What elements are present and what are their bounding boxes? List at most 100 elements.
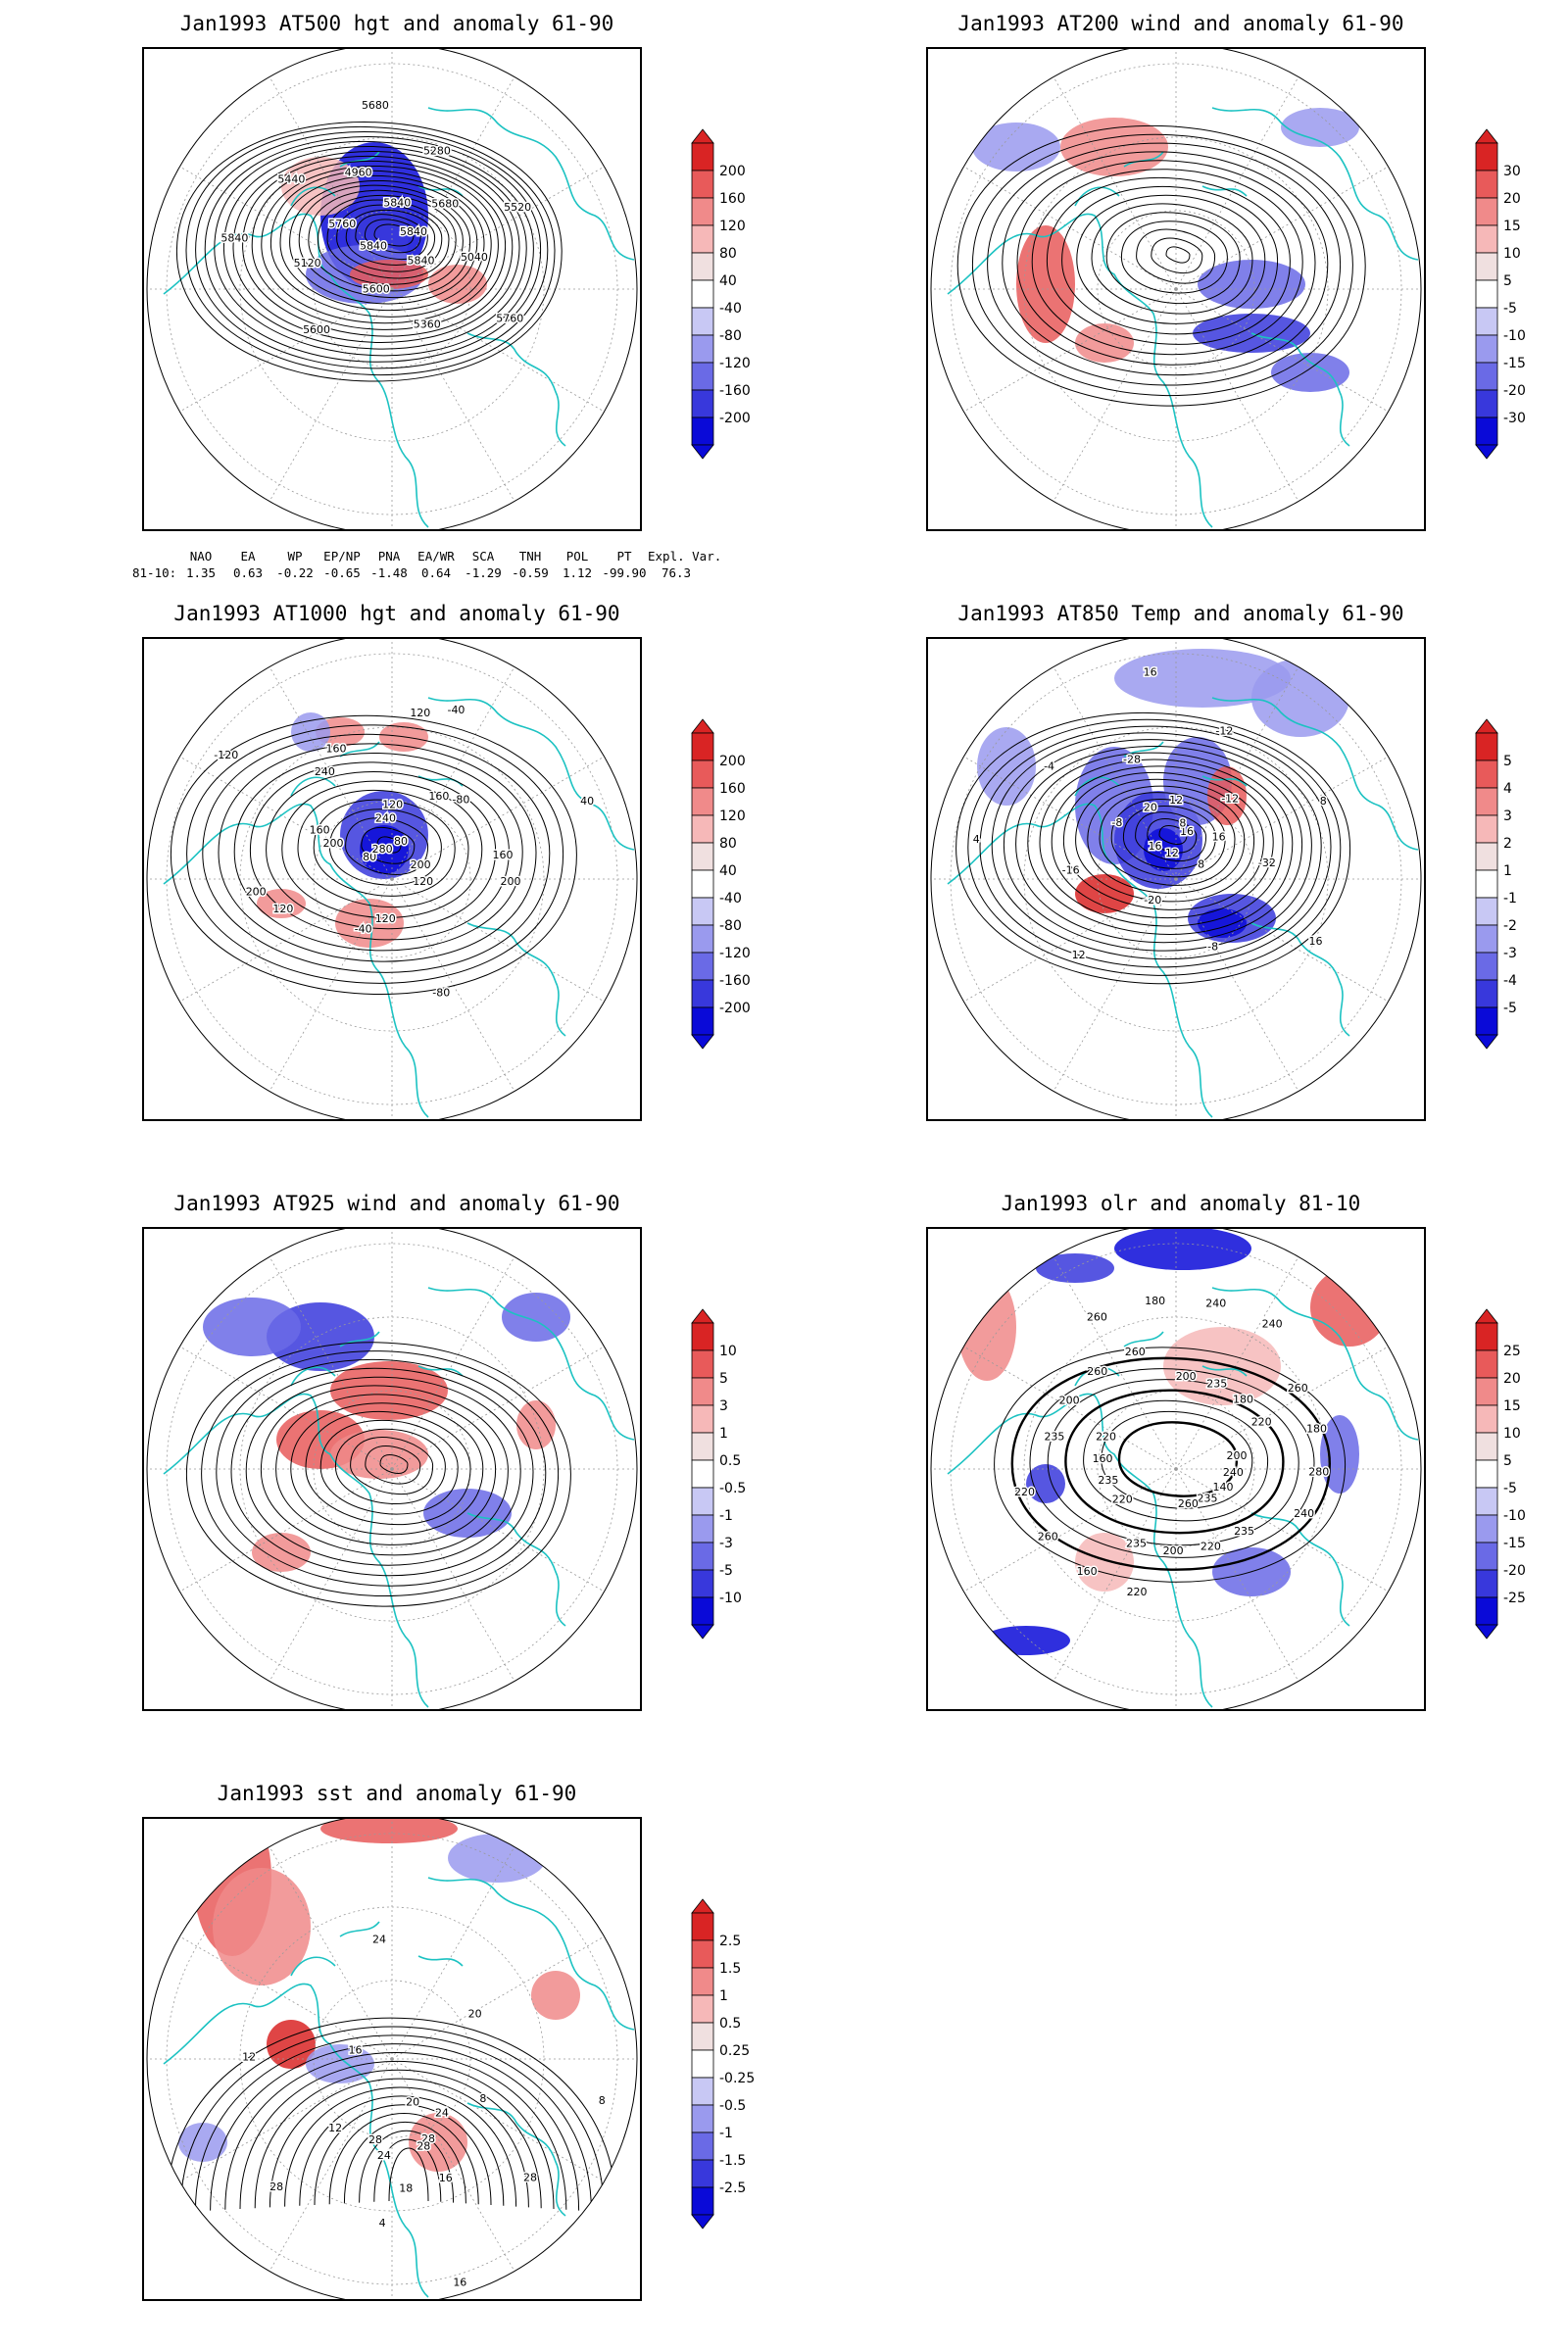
graticule xyxy=(931,639,1421,1119)
map-canvas: 5840 5840 5840 5840 5760 5680 5600 4960 5040 5120… xyxy=(146,49,638,529)
contour-label: 240 xyxy=(315,765,335,778)
contour-label: -12 xyxy=(1221,792,1239,805)
contour-label: 28 xyxy=(270,2180,283,2193)
colorbar-label: 1 xyxy=(719,1988,728,2004)
contour-label: 20 xyxy=(406,2095,419,2108)
anomaly-region xyxy=(1075,874,1134,913)
colorbar-label: -30 xyxy=(1503,411,1526,426)
colorbar-label: -1 xyxy=(1503,891,1517,906)
colorbar-label: 15 xyxy=(1503,219,1521,234)
colorbar-label: 80 xyxy=(719,246,737,262)
contour-label: 5840 xyxy=(360,240,387,253)
contour-label: -12 xyxy=(1215,724,1233,737)
graticule xyxy=(147,49,637,529)
colorbar-label: -20 xyxy=(1503,1563,1526,1579)
colorbar-label: -160 xyxy=(719,383,751,399)
colorbar-label: 2 xyxy=(1503,836,1512,852)
map-boundary xyxy=(146,1229,638,1709)
colorbar-segment xyxy=(691,897,714,926)
colorbar-segment xyxy=(691,2104,714,2133)
colorbar-segment xyxy=(691,2077,714,2106)
colorbar-max-arrow xyxy=(691,1308,714,1324)
colorbar-segment xyxy=(691,979,714,1008)
contour-label: 200 xyxy=(501,875,521,888)
contour-label: 235 xyxy=(1206,1377,1227,1390)
anomaly-region xyxy=(1114,1229,1251,1270)
contour-label: 5040 xyxy=(461,251,488,264)
contour-label: 28 xyxy=(368,2133,382,2146)
panel-olr: Jan1993 olr and anomaly 81-10 200 220 200 2… xyxy=(926,1192,1568,1760)
anomaly-region xyxy=(306,2044,374,2083)
colorbar-segment xyxy=(691,732,714,761)
map-boundary xyxy=(930,1229,1422,1709)
contour-label: 16 xyxy=(1180,825,1194,838)
colorbar-label: -2.5 xyxy=(719,2180,746,2196)
anomaly-region xyxy=(516,1400,556,1449)
colorbar-label: 0.5 xyxy=(719,2016,741,2032)
contour-label: 16 xyxy=(453,2277,466,2289)
colorbar-segment xyxy=(1475,1459,1498,1489)
contour-label: 235 xyxy=(1234,1525,1254,1538)
contour-label: 200 xyxy=(1059,1395,1080,1407)
colorbar-label: -1 xyxy=(719,2126,733,2141)
contour-label: 220 xyxy=(1251,1416,1272,1429)
contour-label: 180 xyxy=(1145,1295,1165,1307)
colorbar-min-arrow xyxy=(1475,1624,1498,1640)
colorbar-min-arrow xyxy=(691,1034,714,1050)
colorbar-svg: 10 5 3 1 0.5 -0.5 -1 -3 -5 -10 xyxy=(691,1308,746,1640)
colorbar-segment xyxy=(691,2132,714,2161)
anomaly-region xyxy=(1075,323,1134,363)
colorbar-label: 160 xyxy=(719,781,746,797)
contour-label: 235 xyxy=(1098,1474,1118,1487)
contour-label: 160 xyxy=(1077,1565,1098,1578)
polar-map: 5840 5840 5840 5840 5760 5680 5600 4960 5040 5120… xyxy=(142,47,642,531)
colorbar-label: -5 xyxy=(1503,1481,1517,1496)
anomaly-region xyxy=(1271,353,1349,392)
anomaly-region xyxy=(1075,1533,1134,1592)
contour-label: 16 xyxy=(1149,840,1162,853)
colorbar-segment xyxy=(691,1596,714,1626)
colorbar-label: 160 xyxy=(719,191,746,207)
colorbar-label: -4 xyxy=(1503,973,1517,989)
contour-label: 5120 xyxy=(294,257,321,270)
colorbar-segment xyxy=(691,142,714,172)
colorbar: 200 160 120 80 40 -40 -80 -120 -160 -200 xyxy=(686,128,823,460)
colorbar-label: -3 xyxy=(1503,946,1517,961)
contour-label: 120 xyxy=(272,903,293,915)
contour-label: 120 xyxy=(382,799,403,811)
colorbar-svg: 2.5 1.5 1 0.5 0.25 -0.25 -0.5 -1 -1.5 -2.5 xyxy=(691,1898,755,2230)
anomaly-region xyxy=(972,122,1060,172)
colorbar-min-arrow xyxy=(691,1624,714,1640)
colorbar-label: -160 xyxy=(719,973,751,989)
index-value: -0.65 xyxy=(323,565,361,580)
colorbar-label: -2 xyxy=(1503,918,1517,934)
colorbar-label: -20 xyxy=(1503,383,1526,399)
colorbar-segment xyxy=(691,224,714,254)
contour-label: 160 xyxy=(492,849,513,861)
contour-label: 80 xyxy=(363,851,376,863)
colorbar-segment xyxy=(691,1432,714,1461)
polar-map: 16 16 12 8 -8 -12 -20 -28 -32 -16 -12 -8 -4 8 12 16 16 4 8… xyxy=(926,637,1426,1121)
contour-label: 8 xyxy=(599,2094,606,2107)
colorbar: 200 160 120 80 40 -40 -80 -120 -160 -200 xyxy=(686,718,823,1050)
anomaly-shading xyxy=(977,649,1349,943)
colorbar-min-arrow xyxy=(1475,444,1498,460)
contour-label: 160 xyxy=(1093,1452,1113,1465)
colorbar-segment xyxy=(691,1377,714,1406)
contour-labels: 8080120120160-80-40160200200-40-80-12040… xyxy=(213,702,596,1000)
panel-z500: Jan1993 AT500 hgt and anomaly 61-90 5840… xyxy=(132,12,887,580)
contour-lines xyxy=(994,1347,1347,1583)
colorbar-svg: 200 160 120 80 40 -40 -80 -120 -160 -200 xyxy=(691,718,751,1050)
indices-row-label: 81-10: xyxy=(132,565,177,580)
colorbar-max-arrow xyxy=(691,718,714,734)
colorbar-segment xyxy=(1475,1404,1498,1434)
colorbar-max-arrow xyxy=(1475,128,1498,144)
anomaly-shading xyxy=(203,1293,570,1572)
colorbar-svg: 5 4 3 2 1 -1 -2 -3 -4 -5 xyxy=(1475,718,1517,1050)
map-canvas: 1616128-8-12-20-28-32-16-12-8-4812161648… xyxy=(930,639,1422,1119)
colorbar-label: -200 xyxy=(719,411,751,426)
contour-label: 240 xyxy=(1262,1317,1283,1330)
colorbar-label: 20 xyxy=(1503,1371,1521,1387)
contour-label: 160 xyxy=(428,790,449,803)
colorbar-label: 120 xyxy=(719,219,746,234)
